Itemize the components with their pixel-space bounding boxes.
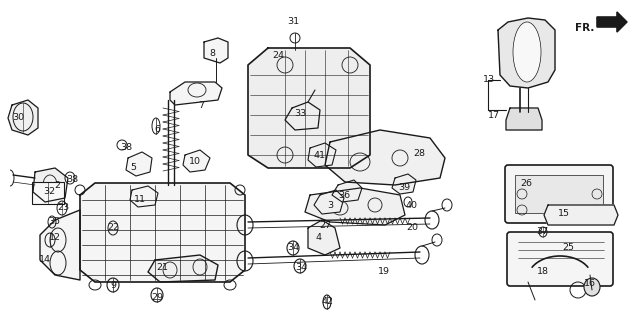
Text: 38: 38 [66, 175, 78, 185]
Text: 28: 28 [413, 148, 425, 157]
FancyBboxPatch shape [507, 232, 613, 286]
Text: 10: 10 [189, 157, 201, 166]
Text: 11: 11 [134, 195, 146, 204]
Text: 40: 40 [406, 201, 418, 210]
Text: 37: 37 [536, 228, 548, 236]
Polygon shape [544, 205, 618, 225]
Text: 9: 9 [110, 281, 116, 290]
Bar [515, 175, 603, 213]
Text: 14: 14 [39, 255, 51, 265]
Polygon shape [314, 190, 344, 214]
Text: 22: 22 [107, 223, 119, 233]
Polygon shape [506, 108, 542, 130]
Text: 39: 39 [398, 183, 410, 193]
Text: 35: 35 [48, 218, 60, 227]
Text: 12: 12 [49, 234, 61, 243]
Text: 32: 32 [43, 188, 55, 196]
Polygon shape [248, 48, 370, 168]
Text: 21: 21 [156, 263, 168, 273]
Text: 19: 19 [378, 268, 390, 276]
Polygon shape [8, 100, 38, 135]
Polygon shape [130, 186, 158, 207]
Text: 36: 36 [338, 190, 350, 199]
Text: 20: 20 [406, 223, 418, 233]
Polygon shape [305, 188, 405, 225]
Text: 17: 17 [488, 110, 500, 119]
Text: 29: 29 [151, 293, 163, 302]
Text: 18: 18 [537, 268, 549, 276]
Text: FR.: FR. [575, 23, 595, 33]
Polygon shape [183, 150, 210, 172]
Polygon shape [40, 210, 80, 280]
Polygon shape [308, 220, 340, 255]
Text: 23: 23 [57, 204, 69, 212]
FancyBboxPatch shape [505, 165, 613, 223]
Polygon shape [597, 12, 627, 32]
Polygon shape [80, 183, 245, 282]
Polygon shape [148, 255, 218, 282]
Text: 34: 34 [295, 263, 307, 273]
Text: 2: 2 [54, 180, 60, 189]
Text: 30: 30 [12, 114, 24, 123]
Text: 15: 15 [558, 209, 570, 218]
Polygon shape [332, 180, 362, 202]
Text: 5: 5 [130, 164, 136, 172]
Polygon shape [204, 38, 228, 63]
Polygon shape [126, 152, 152, 176]
Polygon shape [325, 130, 445, 185]
Text: 38: 38 [120, 143, 132, 153]
Polygon shape [285, 102, 320, 130]
Polygon shape [170, 82, 222, 105]
Text: 16: 16 [584, 279, 596, 289]
Polygon shape [308, 143, 336, 167]
Text: 42: 42 [321, 298, 333, 307]
Bar [32, 182, 64, 204]
Text: 3: 3 [327, 201, 333, 210]
Text: 8: 8 [209, 49, 215, 58]
Polygon shape [498, 18, 555, 88]
Text: 31: 31 [287, 18, 299, 27]
Text: 4: 4 [315, 234, 321, 243]
Text: 27: 27 [319, 220, 331, 229]
Text: 26: 26 [520, 179, 532, 188]
Text: 24: 24 [272, 51, 284, 60]
Text: 7: 7 [198, 100, 204, 109]
Ellipse shape [513, 22, 541, 82]
Text: 41: 41 [314, 150, 326, 159]
Polygon shape [33, 168, 68, 202]
Ellipse shape [584, 278, 600, 296]
Text: 25: 25 [562, 244, 574, 252]
Text: 34: 34 [287, 244, 299, 252]
Text: 13: 13 [483, 76, 495, 84]
Text: 33: 33 [294, 108, 306, 117]
Polygon shape [392, 174, 416, 194]
Text: 6: 6 [154, 125, 160, 134]
